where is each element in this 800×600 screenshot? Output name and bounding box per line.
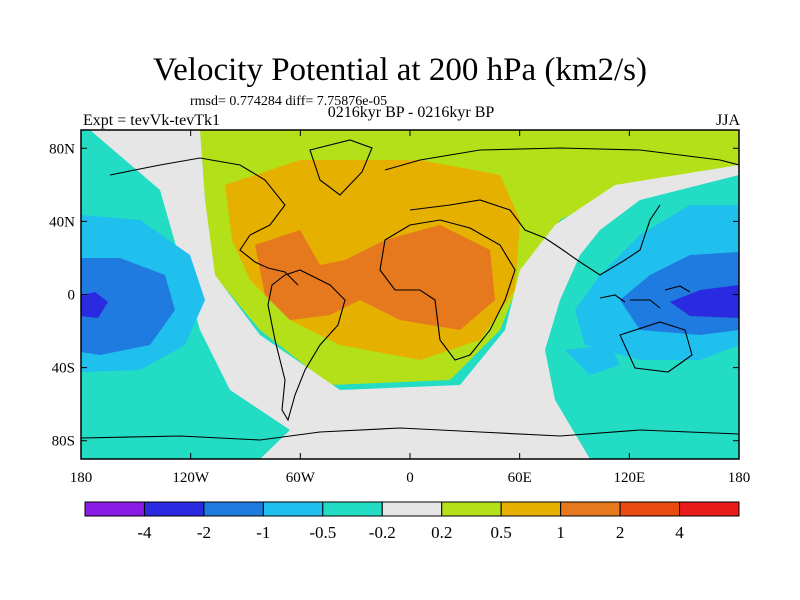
colorbar-label: 0.2 (431, 523, 452, 542)
contour-neg-2-west-pacific (670, 285, 739, 318)
colorbar-label: -0.2 (369, 523, 396, 542)
colorbar-label: 4 (675, 523, 684, 542)
y-tick-label: 80S (52, 434, 75, 450)
y-axis: 80N 40N 0 40S 80S (49, 141, 739, 450)
x-tick-label: 180 (728, 470, 751, 486)
x-axis: 180 120W 60W 0 60E 120E 180 (70, 130, 751, 486)
colorbar-label: 0.5 (491, 523, 512, 542)
x-tick-label: 120W (172, 470, 210, 486)
x-tick-label: 60E (508, 470, 532, 486)
colorbar-swatch (441, 501, 502, 517)
contour-neutral-band (90, 130, 739, 459)
map-field (81, 130, 739, 459)
colorbar-label: 1 (556, 523, 565, 542)
x-tick-label: 120E (613, 470, 645, 486)
colorbar-swatch (203, 501, 264, 517)
chart-title: Velocity Potential at 200 hPa (km2/s) (152, 52, 648, 88)
colorbar-label: -0.5 (309, 523, 336, 542)
colorbar-label: -1 (256, 523, 270, 542)
x-tick-label: 180 (70, 470, 93, 486)
contour-neg-1-east-pacific (81, 258, 175, 355)
colorbar-swatch (500, 501, 562, 517)
experiment-label: Expt = tevVk-tevTk1 (83, 112, 220, 129)
contour-neg-2-east-pacific (81, 292, 108, 318)
y-tick-label: 40N (49, 214, 75, 230)
colorbar-label: 2 (616, 523, 625, 542)
colorbar-swatch (560, 501, 621, 517)
colorbar-swatch (619, 501, 681, 517)
x-tick-label: 60W (286, 470, 316, 486)
season-label: JJA (716, 112, 741, 129)
x-tick-label: 0 (406, 470, 414, 486)
colorbar-swatch (262, 501, 324, 517)
y-tick-label: 80N (49, 141, 75, 157)
colorbar-swatch (322, 501, 383, 517)
y-tick-label: 0 (68, 288, 76, 304)
y-tick-label: 40S (52, 361, 75, 377)
coastlines (81, 139, 739, 441)
colorbar-label: -2 (197, 523, 211, 542)
colorbar-swatch (679, 501, 740, 517)
contour-neg-0.5-south (565, 345, 620, 375)
period-label: 0216kyr BP - 0216kyr BP (327, 104, 495, 121)
colorbar: -4 -2 -1 -0.5 -0.2 0.2 0.5 1 2 4 (84, 501, 740, 542)
colorbar-swatch (381, 501, 443, 517)
colorbar-swatch (84, 501, 145, 517)
colorbar-swatch (143, 501, 205, 517)
rmsd-diff-stats: rmsd= 0.774284 diff= 7.75876e-05 (190, 94, 388, 109)
colorbar-label: -4 (137, 523, 152, 542)
